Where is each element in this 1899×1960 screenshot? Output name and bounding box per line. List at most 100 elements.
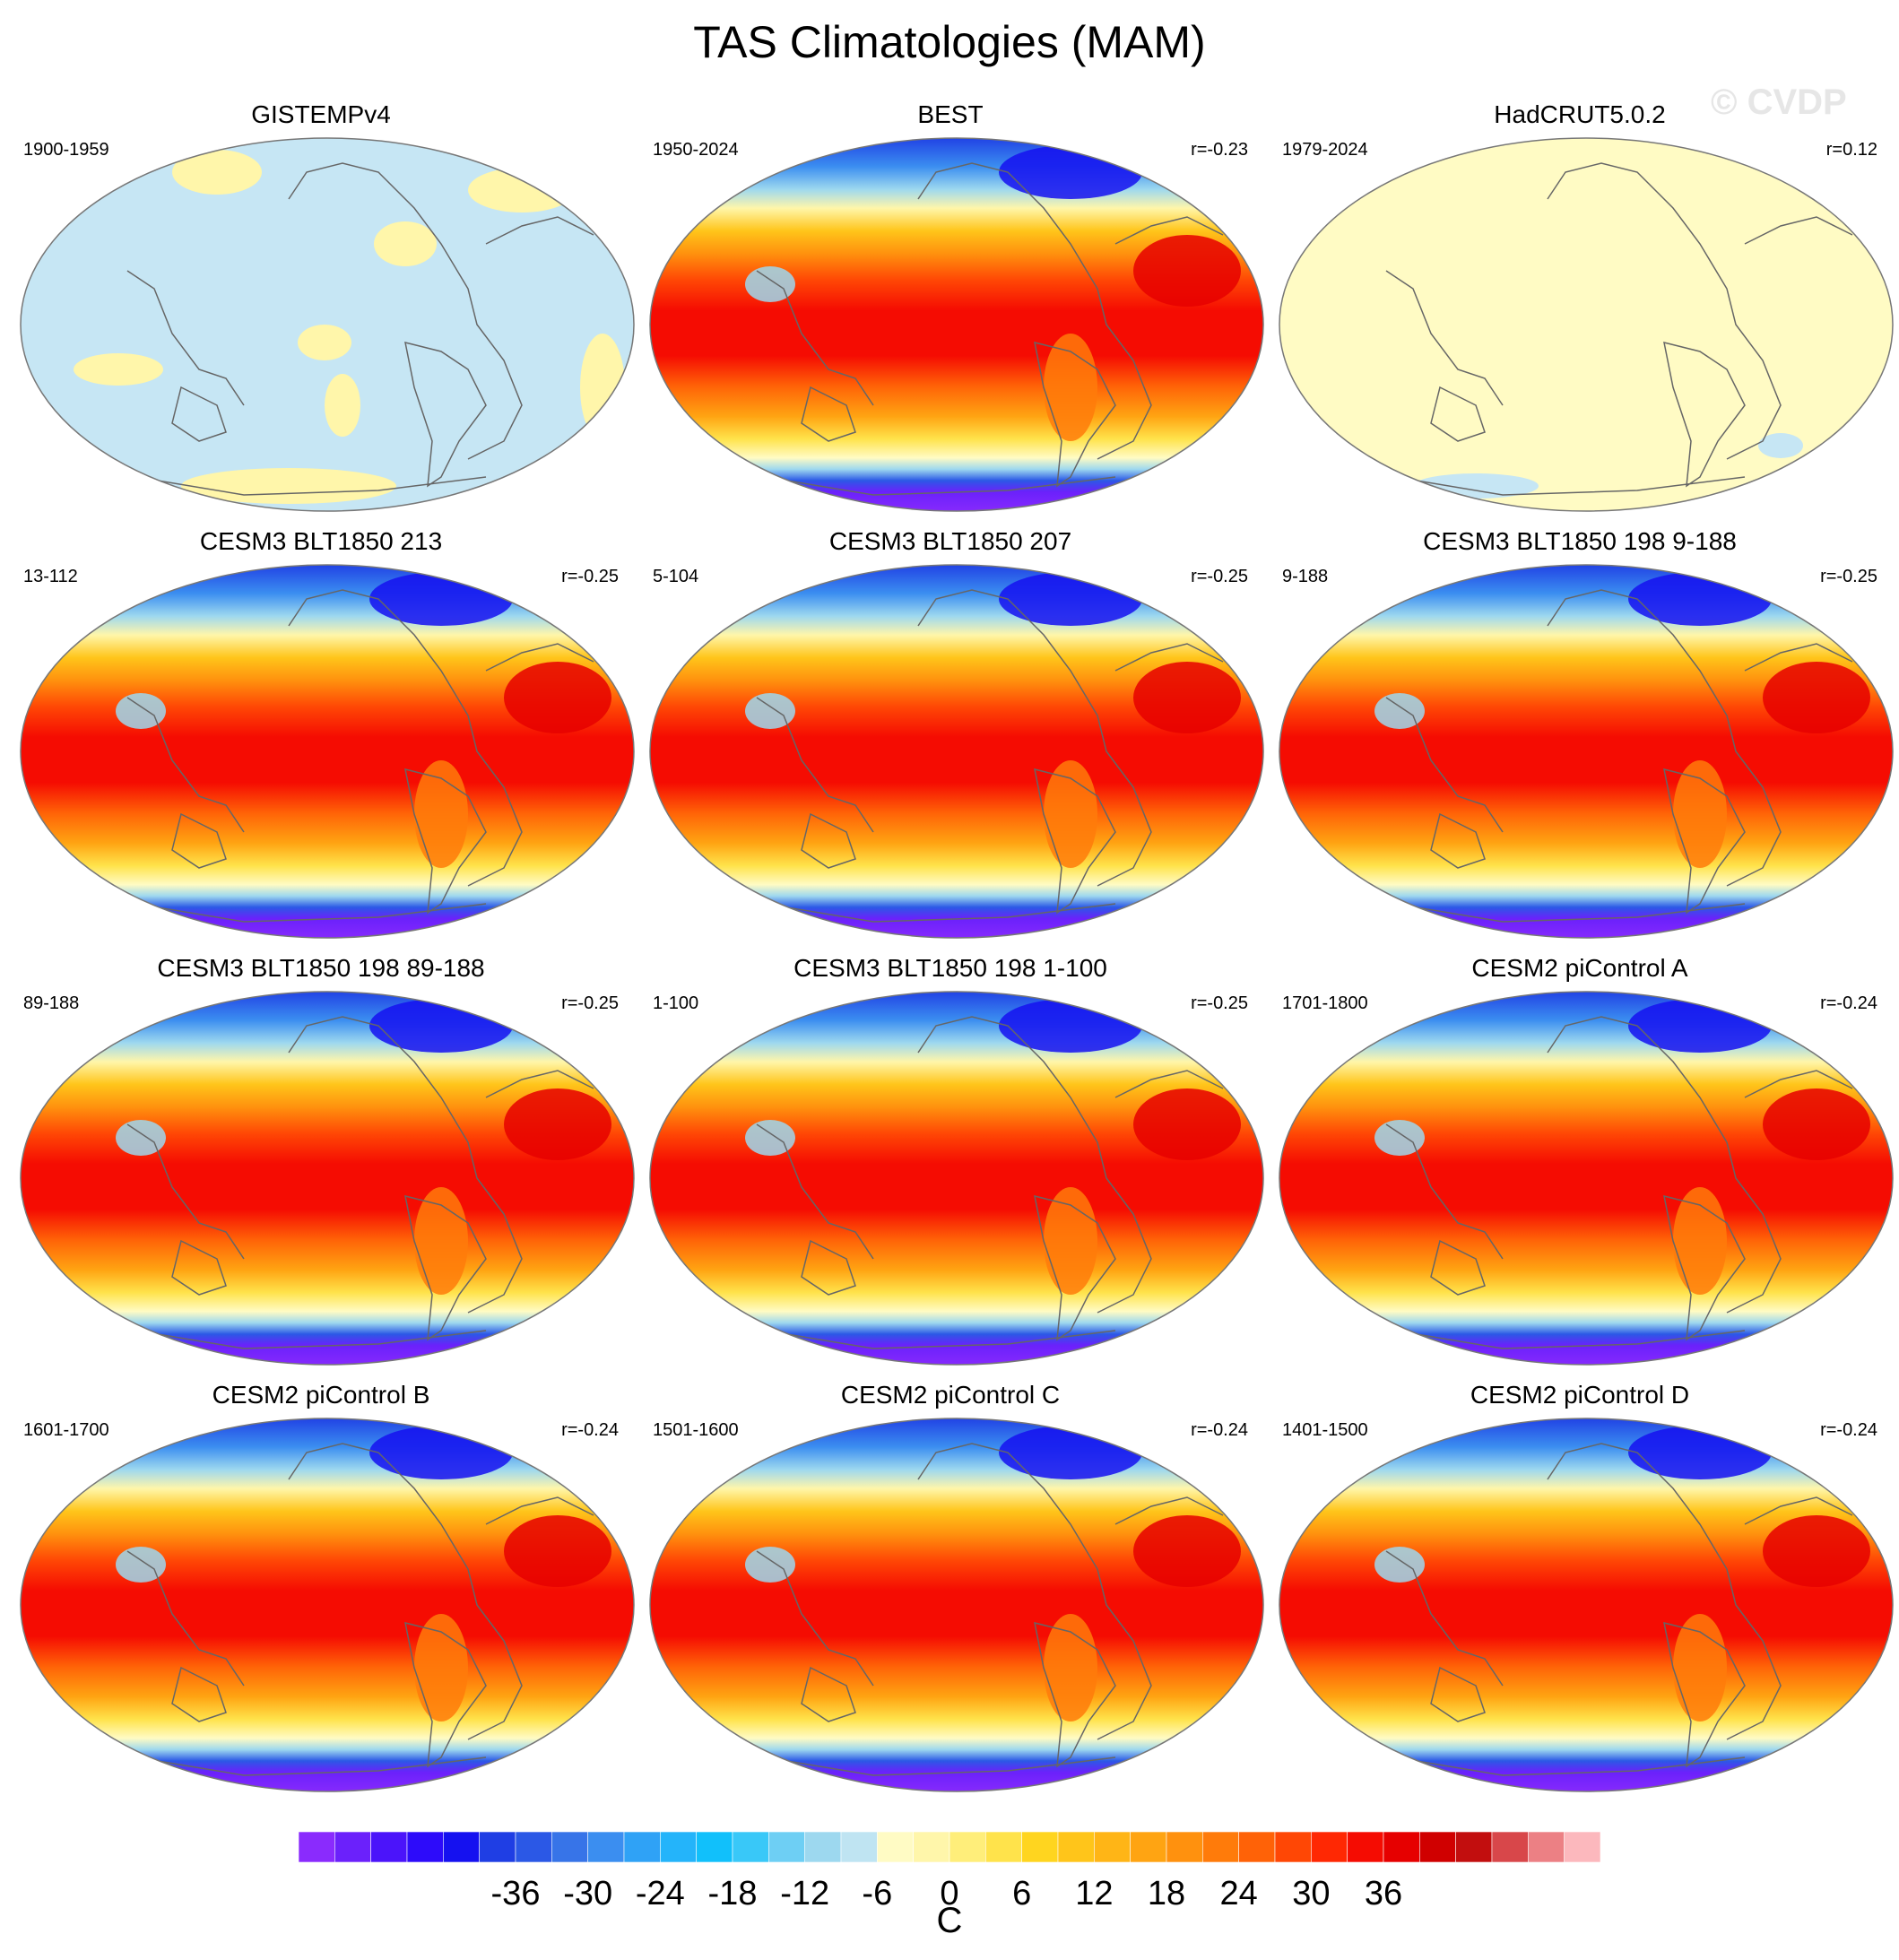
map-fill: [21, 565, 634, 938]
map-panel: CESM2 piControl C 1501-1600 r=-0.24: [637, 1381, 1264, 1793]
map-projection: [649, 137, 1264, 512]
anomaly-region: [74, 353, 163, 386]
panel-correlation: r=0.12: [1825, 140, 1877, 160]
colorbar-box: [1274, 1831, 1312, 1863]
colorbar-box: [985, 1831, 1022, 1863]
coastlines: [1385, 1443, 1853, 1776]
watermark: © CVDP: [1711, 82, 1847, 122]
coastlines: [126, 162, 594, 496]
coastlines: [126, 589, 594, 923]
panel-correlation: r=-0.23: [1191, 140, 1248, 160]
temperature-region: [369, 999, 513, 1053]
panel-title: CESM3 BLT1850 213: [199, 527, 443, 555]
map-outline: [1279, 564, 1894, 939]
panel-period: 1601-1700: [23, 1420, 109, 1440]
colorbar-box: [1021, 1831, 1059, 1863]
figure-title: TAS Climatologies (MAM): [693, 17, 1206, 67]
temperature-region: [1133, 662, 1241, 733]
colorbar-box: [1311, 1831, 1348, 1863]
anomaly-region: [1758, 433, 1803, 458]
temperature-region: [1673, 1187, 1727, 1295]
map-outline: [20, 1418, 635, 1792]
temperature-region: [414, 1187, 468, 1295]
map-fill: [1279, 1418, 1893, 1791]
colorbar-box: [696, 1831, 733, 1863]
map-outline: [1279, 1418, 1894, 1792]
temperature-region: [1044, 1614, 1097, 1722]
anomaly-region: [298, 325, 351, 360]
colorbar-tick-label: 0: [940, 1875, 958, 1912]
temperature-region: [1763, 662, 1870, 733]
colorbar-tick-label: -30: [563, 1875, 612, 1912]
map-outline: [20, 137, 635, 512]
colorbar-box: [1166, 1831, 1203, 1863]
panel-correlation: r=-0.25: [1820, 567, 1877, 586]
panel-period: 1401-1500: [1282, 1420, 1368, 1440]
coastlines: [756, 162, 1224, 496]
panel-correlation: r=-0.25: [561, 567, 619, 586]
temperature-region: [369, 1426, 513, 1479]
colorbar-tick-label: 18: [1148, 1875, 1185, 1912]
colorbar-tick-label: 24: [1220, 1875, 1258, 1912]
temperature-region: [369, 572, 513, 626]
anomaly-region: [374, 221, 437, 266]
panel-correlation: r=-0.24: [1191, 1420, 1248, 1440]
colorbar-box: [479, 1831, 516, 1863]
colorbar-box: [1491, 1831, 1529, 1863]
colorbar-box: [298, 1831, 335, 1863]
colorbar-tick-label: -18: [708, 1875, 758, 1912]
map-panel: BEST 1950-2024 r=-0.23: [637, 100, 1264, 513]
panel-title: CESM2 piControl D: [1470, 1381, 1690, 1409]
map-fill: [21, 992, 634, 1365]
temperature-region: [1374, 1547, 1425, 1583]
coastlines: [756, 1016, 1224, 1349]
temperature-region: [116, 1547, 166, 1583]
map-panel: CESM3 BLT1850 207 5-104 r=-0.25: [637, 527, 1264, 940]
panel-correlation: r=-0.24: [1820, 993, 1877, 1013]
temperature-region: [414, 1614, 468, 1722]
temperature-region: [1628, 999, 1772, 1053]
temperature-region: [504, 1088, 611, 1160]
colorbar-box: [1130, 1831, 1167, 1863]
panel-correlation: r=-0.25: [1191, 567, 1248, 586]
map-projection: [1279, 991, 1894, 1366]
coastlines: [756, 1443, 1224, 1776]
map-panel: CESM3 BLT1850 198 89-188 89-188 r=-0.25: [7, 954, 635, 1366]
temperature-region: [414, 760, 468, 868]
map-fill: [21, 1418, 634, 1791]
map-panel: CESM2 piControl A 1701-1800 r=-0.24: [1266, 954, 1894, 1366]
map-panel: CESM3 BLT1850 213 13-112 r=-0.25: [7, 527, 635, 940]
temperature-region: [1374, 1120, 1425, 1156]
temperature-region: [504, 662, 611, 733]
colorbar-box: [1094, 1831, 1131, 1863]
map-panel: CESM2 piControl B 1601-1700 r=-0.24: [7, 1381, 635, 1793]
temperature-region: [116, 1120, 166, 1156]
coastlines: [1385, 589, 1853, 923]
anomaly-region: [325, 374, 360, 437]
panel-period: 5-104: [653, 567, 699, 586]
temperature-region: [1763, 1515, 1870, 1587]
map-fill: [650, 1418, 1263, 1791]
panel-title: CESM3 BLT1850 198 89-188: [157, 954, 485, 982]
colorbar-box: [840, 1831, 878, 1863]
colorbar-box: [1383, 1831, 1420, 1863]
map-projection: [20, 564, 635, 939]
colorbar-box: [1202, 1831, 1239, 1863]
colorbar-box: [1238, 1831, 1276, 1863]
temperature-region: [745, 693, 795, 729]
panel-correlation: r=-0.24: [561, 1420, 619, 1440]
colorbar-tick-label: -36: [491, 1875, 541, 1912]
panel-title: CESM2 piControl C: [840, 1381, 1061, 1409]
colorbar-box: [949, 1831, 986, 1863]
map-projection: [20, 137, 635, 512]
temperature-region: [1044, 760, 1097, 868]
panel-title: CESM3 BLT1850 198 1-100: [793, 954, 1107, 982]
map-projection: [649, 564, 1264, 939]
anomaly-region: [181, 468, 396, 504]
temperature-region: [1133, 235, 1241, 307]
panel-period: 89-188: [23, 993, 80, 1013]
colorbar-tick-label: -12: [780, 1875, 829, 1912]
temperature-region: [1628, 572, 1772, 626]
map-projection: [649, 1418, 1264, 1792]
coastlines: [126, 1016, 594, 1349]
